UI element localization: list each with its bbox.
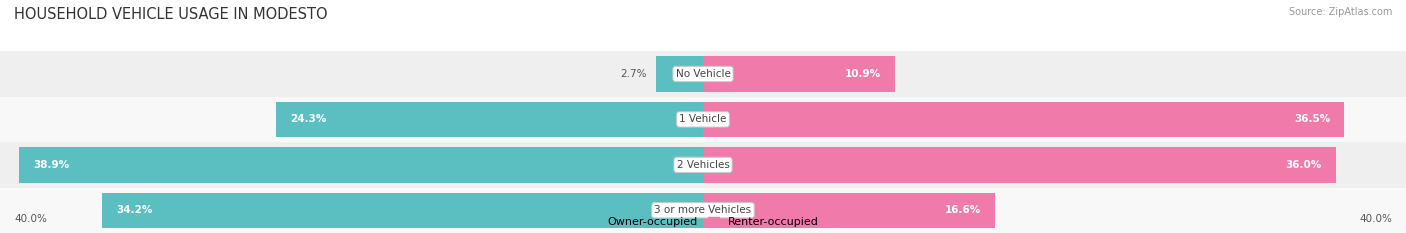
Text: No Vehicle: No Vehicle [675, 69, 731, 79]
Text: 2 Vehicles: 2 Vehicles [676, 160, 730, 170]
Bar [703, 192, 995, 228]
Text: 16.6%: 16.6% [945, 205, 981, 215]
Text: 36.5%: 36.5% [1294, 114, 1330, 124]
Text: 10.9%: 10.9% [845, 69, 880, 79]
Bar [703, 56, 894, 92]
Text: 36.0%: 36.0% [1285, 160, 1322, 170]
Bar [0, 188, 1406, 233]
Bar [703, 102, 1344, 137]
Text: 40.0%: 40.0% [1360, 214, 1392, 224]
Legend: Owner-occupied, Renter-occupied: Owner-occupied, Renter-occupied [586, 217, 820, 227]
Bar [276, 102, 703, 137]
Bar [20, 147, 703, 183]
Text: 24.3%: 24.3% [290, 114, 326, 124]
Bar [0, 142, 1406, 188]
Text: 40.0%: 40.0% [14, 214, 46, 224]
Text: 1 Vehicle: 1 Vehicle [679, 114, 727, 124]
Text: 34.2%: 34.2% [115, 205, 152, 215]
Text: 38.9%: 38.9% [34, 160, 69, 170]
Bar [101, 192, 703, 228]
Bar [0, 97, 1406, 142]
Bar [703, 147, 1336, 183]
Bar [655, 56, 703, 92]
Bar [0, 51, 1406, 97]
Text: 2.7%: 2.7% [620, 69, 647, 79]
Text: 3 or more Vehicles: 3 or more Vehicles [654, 205, 752, 215]
Text: HOUSEHOLD VEHICLE USAGE IN MODESTO: HOUSEHOLD VEHICLE USAGE IN MODESTO [14, 7, 328, 22]
Text: Source: ZipAtlas.com: Source: ZipAtlas.com [1288, 7, 1392, 17]
